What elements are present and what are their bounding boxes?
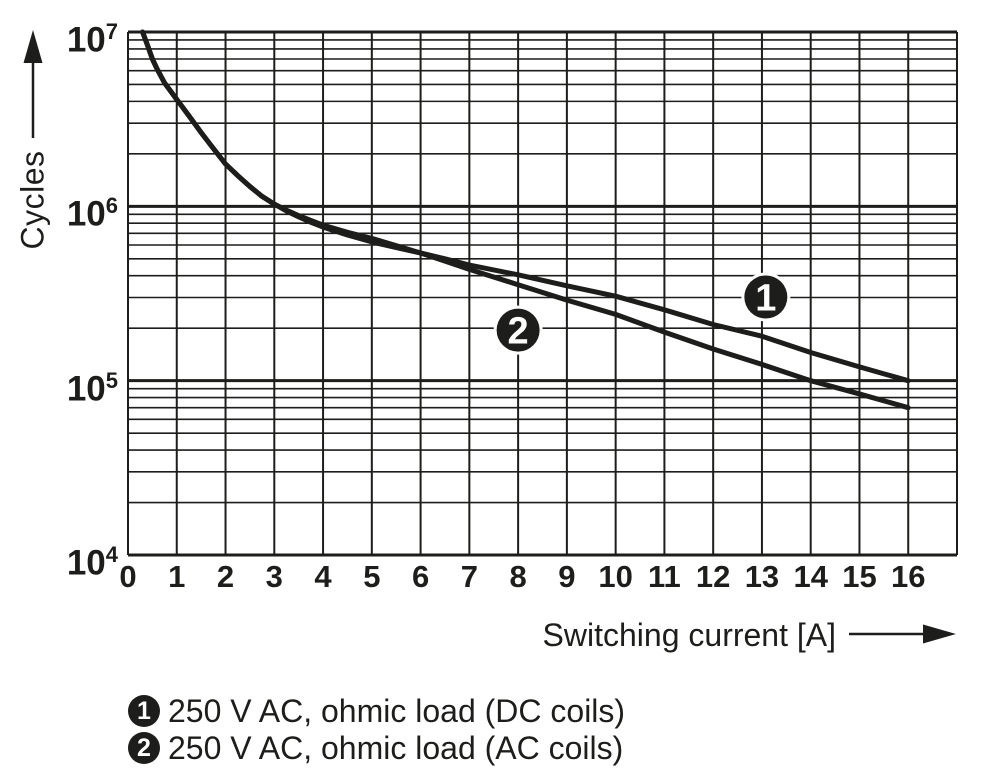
x-tick-9: 9	[558, 559, 576, 594]
y-tick-10e7: 107	[66, 19, 118, 60]
y-tick-10e6: 106	[66, 193, 118, 234]
x-tick-12: 12	[695, 559, 731, 594]
y-tick-10e4: 104	[66, 542, 118, 583]
curve-marker-2	[496, 308, 540, 352]
y-tick-10e5: 105	[66, 367, 118, 409]
curve-marker-1	[744, 275, 788, 319]
curve-marker-1-digit: 1	[755, 277, 776, 319]
legend-item-2: 2 250 V AC, ohmic load (AC coils)	[128, 732, 625, 764]
legend: 1 250 V AC, ohmic load (DC coils) 2 250 …	[128, 695, 625, 769]
curve-1-legend-label: 250 V AC, ohmic load (DC coils)	[168, 693, 626, 729]
x-tick-15: 15	[842, 559, 877, 594]
x-axis-arrow-icon	[923, 624, 956, 644]
y-axis-arrow-icon	[23, 30, 43, 63]
x-tick-13: 13	[744, 559, 780, 594]
x-tick-7: 7	[460, 559, 478, 594]
curve-1-legend-badge: 1	[128, 695, 160, 727]
x-tick-0: 0	[119, 559, 137, 594]
x-tick-10: 10	[598, 559, 633, 594]
curve-2	[140, 29, 911, 411]
x-tick-3: 3	[265, 559, 283, 594]
x-tick-2: 2	[216, 559, 235, 594]
legend-item-1: 1 250 V AC, ohmic load (DC coils)	[128, 695, 625, 727]
curve-2-legend-label: 250 V AC, ohmic load (AC coils)	[168, 730, 624, 766]
x-tick-1: 1	[168, 559, 186, 594]
x-tick-16: 16	[890, 559, 926, 594]
x-tick-8: 8	[509, 559, 527, 594]
y-axis-title: Cycles	[14, 150, 51, 250]
x-tick-11: 11	[648, 559, 681, 594]
x-axis-title: Switching current [A]	[542, 617, 836, 653]
x-tick-4: 4	[314, 559, 332, 594]
curve-2-legend-badge: 2	[128, 732, 160, 764]
x-tick-5: 5	[363, 559, 381, 594]
curve-marker-2-digit: 2	[508, 311, 529, 353]
x-tick-6: 6	[411, 559, 430, 594]
x-tick-14: 14	[793, 559, 828, 594]
